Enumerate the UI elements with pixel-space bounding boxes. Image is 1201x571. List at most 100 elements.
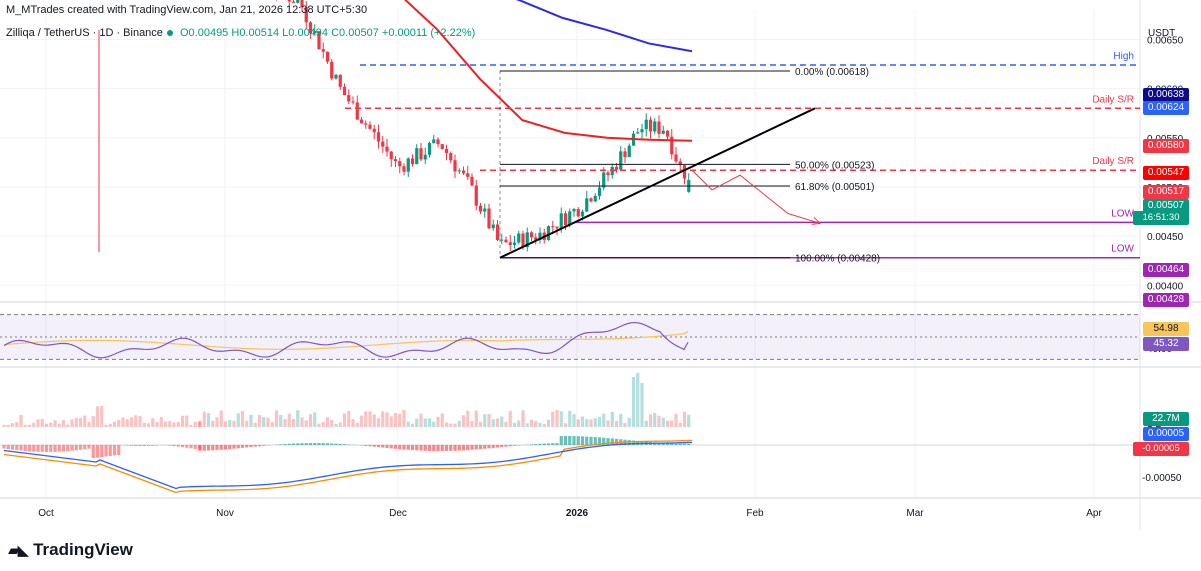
volume-bar (572, 414, 576, 427)
candle-body (355, 102, 359, 120)
volume-bar (287, 413, 291, 427)
volume-bar (321, 421, 325, 427)
candle (546, 225, 551, 241)
candle-body (606, 172, 610, 176)
macd-histogram-bar (508, 445, 512, 447)
symbol-header[interactable]: Zilliqa / TetherUS · 1D · Binance O0.004… (6, 27, 475, 39)
candle (670, 128, 674, 160)
candle (504, 236, 508, 243)
candle (687, 173, 691, 193)
high-value: H0.00514 (231, 27, 280, 39)
candle (466, 165, 470, 180)
candle (470, 173, 474, 187)
candle (342, 83, 347, 96)
candle (359, 117, 364, 124)
candle-body (359, 119, 364, 124)
price-axis-tag: 0.00638 (1143, 88, 1189, 102)
candle-body (372, 128, 376, 133)
macd-histogram-bar (49, 445, 53, 452)
macd-histogram-bar (53, 445, 57, 452)
volume-bar (19, 415, 23, 427)
candle-body (385, 146, 389, 152)
volume-bar (355, 423, 359, 427)
macd-histogram-bar (23, 445, 27, 451)
candle-body (661, 130, 665, 134)
macd-histogram-bar (83, 445, 87, 450)
volume-bar (389, 416, 393, 427)
volume-bar (440, 413, 444, 427)
candle-body (457, 170, 461, 172)
volume-bar (232, 420, 236, 427)
macd-histogram-bar (197, 445, 202, 450)
volume-bar (419, 413, 423, 427)
candle-body (580, 211, 585, 217)
volume-bar (351, 418, 355, 427)
macd-histogram-bar (597, 437, 602, 445)
candle-body (308, 22, 313, 34)
candle-body (657, 121, 661, 134)
macd-histogram-bar (661, 443, 665, 445)
tradingview-logo[interactable]: ▰◣ TradingView (8, 540, 133, 560)
candle-body (376, 132, 381, 142)
macd-histogram-bar (491, 445, 495, 448)
candle-body (296, 0, 300, 3)
candle (351, 96, 355, 105)
candle-body (525, 232, 529, 248)
volume-bar (432, 421, 436, 427)
macd-histogram-bar (474, 445, 478, 450)
volume-bar (410, 423, 415, 427)
macd-histogram-bar (108, 445, 112, 456)
candle (610, 163, 614, 179)
macd-histogram-bar (27, 445, 32, 452)
volume-bar (253, 422, 257, 427)
volume-bar (2, 424, 6, 427)
volume-bar (117, 419, 121, 427)
volume-bar (223, 421, 228, 427)
price-axis-tag: 0.00428 (1143, 293, 1189, 307)
macd-histogram-bar (253, 445, 257, 447)
candle (308, 21, 313, 39)
candle (674, 146, 678, 164)
macd-histogram-bar (495, 445, 500, 448)
candle (325, 51, 330, 64)
candle (648, 116, 653, 139)
symbol-pair[interactable]: Zilliqa / TetherUS · 1D · Binance (6, 27, 163, 39)
candle-body (512, 242, 517, 246)
volume-bar (262, 417, 266, 427)
price-axis-tag: 54.98 (1143, 322, 1189, 336)
volume-bar (57, 424, 61, 427)
macd-histogram-bar (2, 445, 6, 449)
macd-histogram-bar (287, 443, 291, 445)
volume-bar (559, 411, 563, 427)
macd-histogram-bar (504, 445, 508, 447)
macd-histogram-bar (610, 438, 614, 445)
macd-histogram-bar (657, 442, 661, 445)
volume-bar (423, 418, 427, 427)
candle (449, 151, 453, 164)
candle (538, 227, 542, 244)
candle-body (665, 130, 670, 137)
volume-bar (368, 411, 372, 427)
volume-bar (648, 414, 653, 427)
currency-label: USDT (1148, 28, 1175, 39)
candle-body (640, 129, 644, 133)
macd-histogram-bar (368, 445, 372, 447)
macd-histogram-bar (296, 443, 300, 445)
volume-bar (215, 417, 219, 427)
candle (432, 134, 436, 144)
candle (415, 144, 419, 165)
macd-histogram-bar (347, 444, 351, 445)
candle (474, 179, 478, 211)
price-axis-tag: 22.7M (1143, 412, 1189, 426)
macd-histogram-bar (572, 436, 576, 445)
candle (623, 147, 627, 164)
price-axis-tag: 0.00005 (1143, 427, 1189, 441)
candle (364, 120, 368, 129)
macd-signal-line (3, 439, 693, 494)
price-axis-tag: 0.00547 (1143, 166, 1189, 180)
macd-histogram-bar (40, 445, 44, 452)
volume-bar (142, 422, 146, 427)
candle (427, 141, 432, 158)
candle-body (317, 31, 321, 50)
